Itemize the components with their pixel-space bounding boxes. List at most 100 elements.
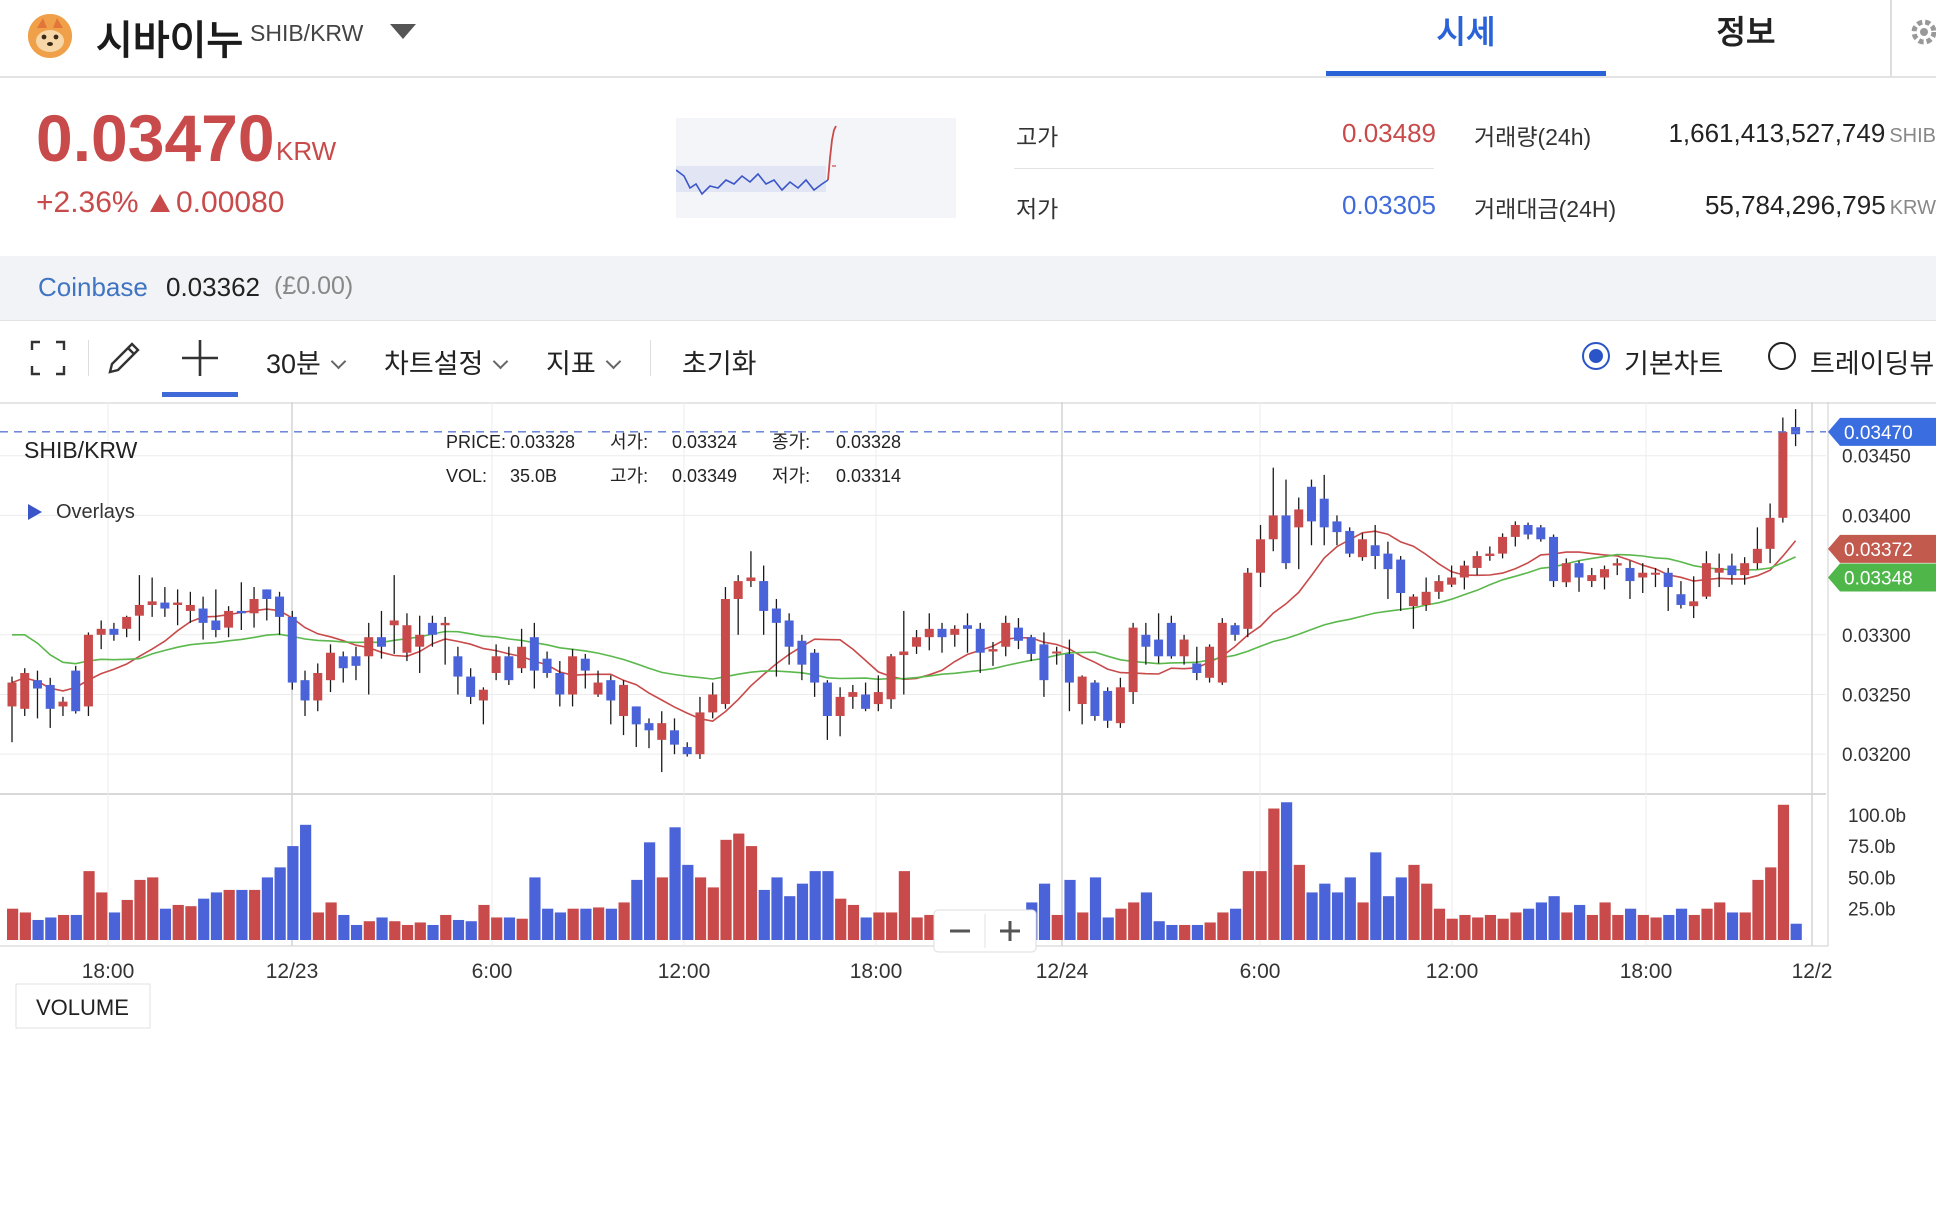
info-price: 0.03328 — [510, 432, 575, 452]
info-open-label: 서가: — [610, 432, 648, 452]
volume-bar — [911, 917, 923, 940]
y-tick-label: 0.03450 — [1842, 447, 1911, 468]
volume-bar — [1051, 914, 1063, 940]
candle-body — [71, 670, 81, 712]
volume-bar — [860, 917, 872, 940]
coin-pair: SHIB/KRW — [250, 20, 364, 46]
candle-body — [759, 581, 769, 611]
exchange-name[interactable]: Coinbase — [38, 272, 148, 302]
candle-body — [848, 692, 858, 697]
volume-bar — [312, 912, 324, 940]
change-amount: 0.00080 — [150, 186, 284, 220]
chevron-down-icon — [493, 353, 509, 370]
candle-body — [708, 694, 718, 713]
basic-chart-radio[interactable] — [1582, 342, 1610, 370]
volume-bar — [1472, 917, 1484, 940]
volume-bar — [1166, 924, 1178, 940]
volume-bar — [440, 914, 452, 940]
volume-24h-value: 1,661,413,527,749 — [1668, 118, 1886, 148]
volume-bar — [19, 912, 31, 940]
candle-body — [122, 616, 132, 629]
tab-price[interactable]: 시세 — [1326, 0, 1606, 76]
interval-label: 30분 — [266, 349, 321, 379]
candle-body — [631, 706, 641, 725]
info-low-label: 저가: — [772, 466, 810, 486]
info-price-label: PRICE: — [446, 432, 506, 452]
coin-name: 시바이누 — [96, 19, 244, 63]
candle-body — [1434, 581, 1444, 592]
change-percent: +2.36% — [36, 186, 139, 219]
tradingview-label[interactable]: 트레이딩뷰 — [1810, 349, 1935, 379]
candle-body — [1663, 572, 1673, 588]
info-open: 0.03324 — [672, 432, 737, 452]
candle-body — [1243, 572, 1253, 629]
candle-body — [1587, 575, 1597, 582]
candle-body — [580, 658, 590, 671]
volume-bar — [274, 867, 286, 940]
candle-body — [1549, 536, 1559, 582]
volume-bar — [1739, 912, 1751, 940]
candle-body — [1447, 577, 1457, 585]
volume-bar — [1319, 883, 1331, 940]
candle-body — [1294, 509, 1304, 528]
chart-settings-menu[interactable]: 차트설정 — [384, 342, 509, 381]
candle-body — [1281, 515, 1291, 564]
pencil-icon[interactable] — [104, 338, 144, 383]
fullscreen-icon[interactable] — [30, 340, 66, 381]
volume-bar — [465, 921, 477, 940]
candle-body — [1319, 498, 1329, 528]
x-tick-label: 12/2 — [1792, 960, 1833, 983]
volume-bar — [605, 908, 617, 940]
volume-bar — [503, 917, 516, 940]
volume-bar — [1726, 912, 1739, 940]
indicators-label: 지표 — [546, 349, 596, 379]
volume-bar — [1497, 918, 1509, 940]
volume-bar — [682, 864, 694, 940]
candle-body — [134, 604, 144, 616]
basic-chart-label[interactable]: 기본차트 — [1624, 349, 1724, 379]
volume-bar — [452, 919, 465, 940]
volume-label: 거래량(24h) — [1474, 124, 1592, 150]
zoom-controls[interactable] — [933, 909, 1037, 953]
crosshair-icon[interactable] — [178, 336, 222, 385]
candle-body — [1752, 548, 1762, 564]
volume-bar — [1714, 902, 1726, 940]
price-chart[interactable]: 0.03450 0.03400 0.03300 0.03250 0.03200 18:00… — [0, 402, 1936, 1205]
volume-bar — [1599, 902, 1611, 940]
volume-tick-label: 25.0b — [1848, 900, 1896, 921]
volume-bar — [809, 871, 821, 940]
candle-body — [1306, 486, 1316, 522]
interval-select[interactable]: 30분 — [266, 342, 347, 381]
candle-body — [313, 673, 323, 701]
pair-dropdown-icon[interactable] — [390, 24, 416, 39]
candle-body — [1039, 644, 1049, 681]
volume-bar — [350, 924, 363, 940]
volume-tick-label: 75.0b — [1848, 837, 1896, 858]
trade-value-label: 거래대금(24H) — [1474, 196, 1617, 222]
volume-bar — [886, 912, 898, 940]
volume-bars — [7, 802, 1802, 940]
exchange-price: 0.03362 — [166, 272, 260, 302]
reset-button[interactable]: 초기화 — [682, 349, 757, 379]
candle-body — [529, 637, 539, 671]
volume-bar — [1663, 914, 1675, 940]
volume-bar — [1624, 908, 1637, 940]
volume-bar — [1650, 917, 1662, 940]
candle-body — [198, 608, 208, 623]
volume-bar — [1535, 902, 1547, 940]
tradingview-radio[interactable] — [1768, 342, 1796, 370]
tab-info[interactable]: 정보 — [1716, 14, 1776, 50]
candle-body — [950, 628, 960, 635]
candle-body — [1383, 553, 1393, 570]
candle-body — [695, 712, 705, 755]
candle-body — [1115, 687, 1125, 724]
indicators-menu[interactable]: 지표 — [546, 342, 621, 381]
candle-body — [147, 601, 157, 605]
candle-body — [1485, 553, 1495, 557]
volume-bar — [1128, 902, 1140, 940]
candle-body — [1166, 622, 1176, 657]
candle-body — [1370, 545, 1380, 557]
gear-icon[interactable] — [1890, 0, 1936, 76]
volume-bar — [108, 912, 121, 940]
volume-bar — [1281, 802, 1293, 940]
